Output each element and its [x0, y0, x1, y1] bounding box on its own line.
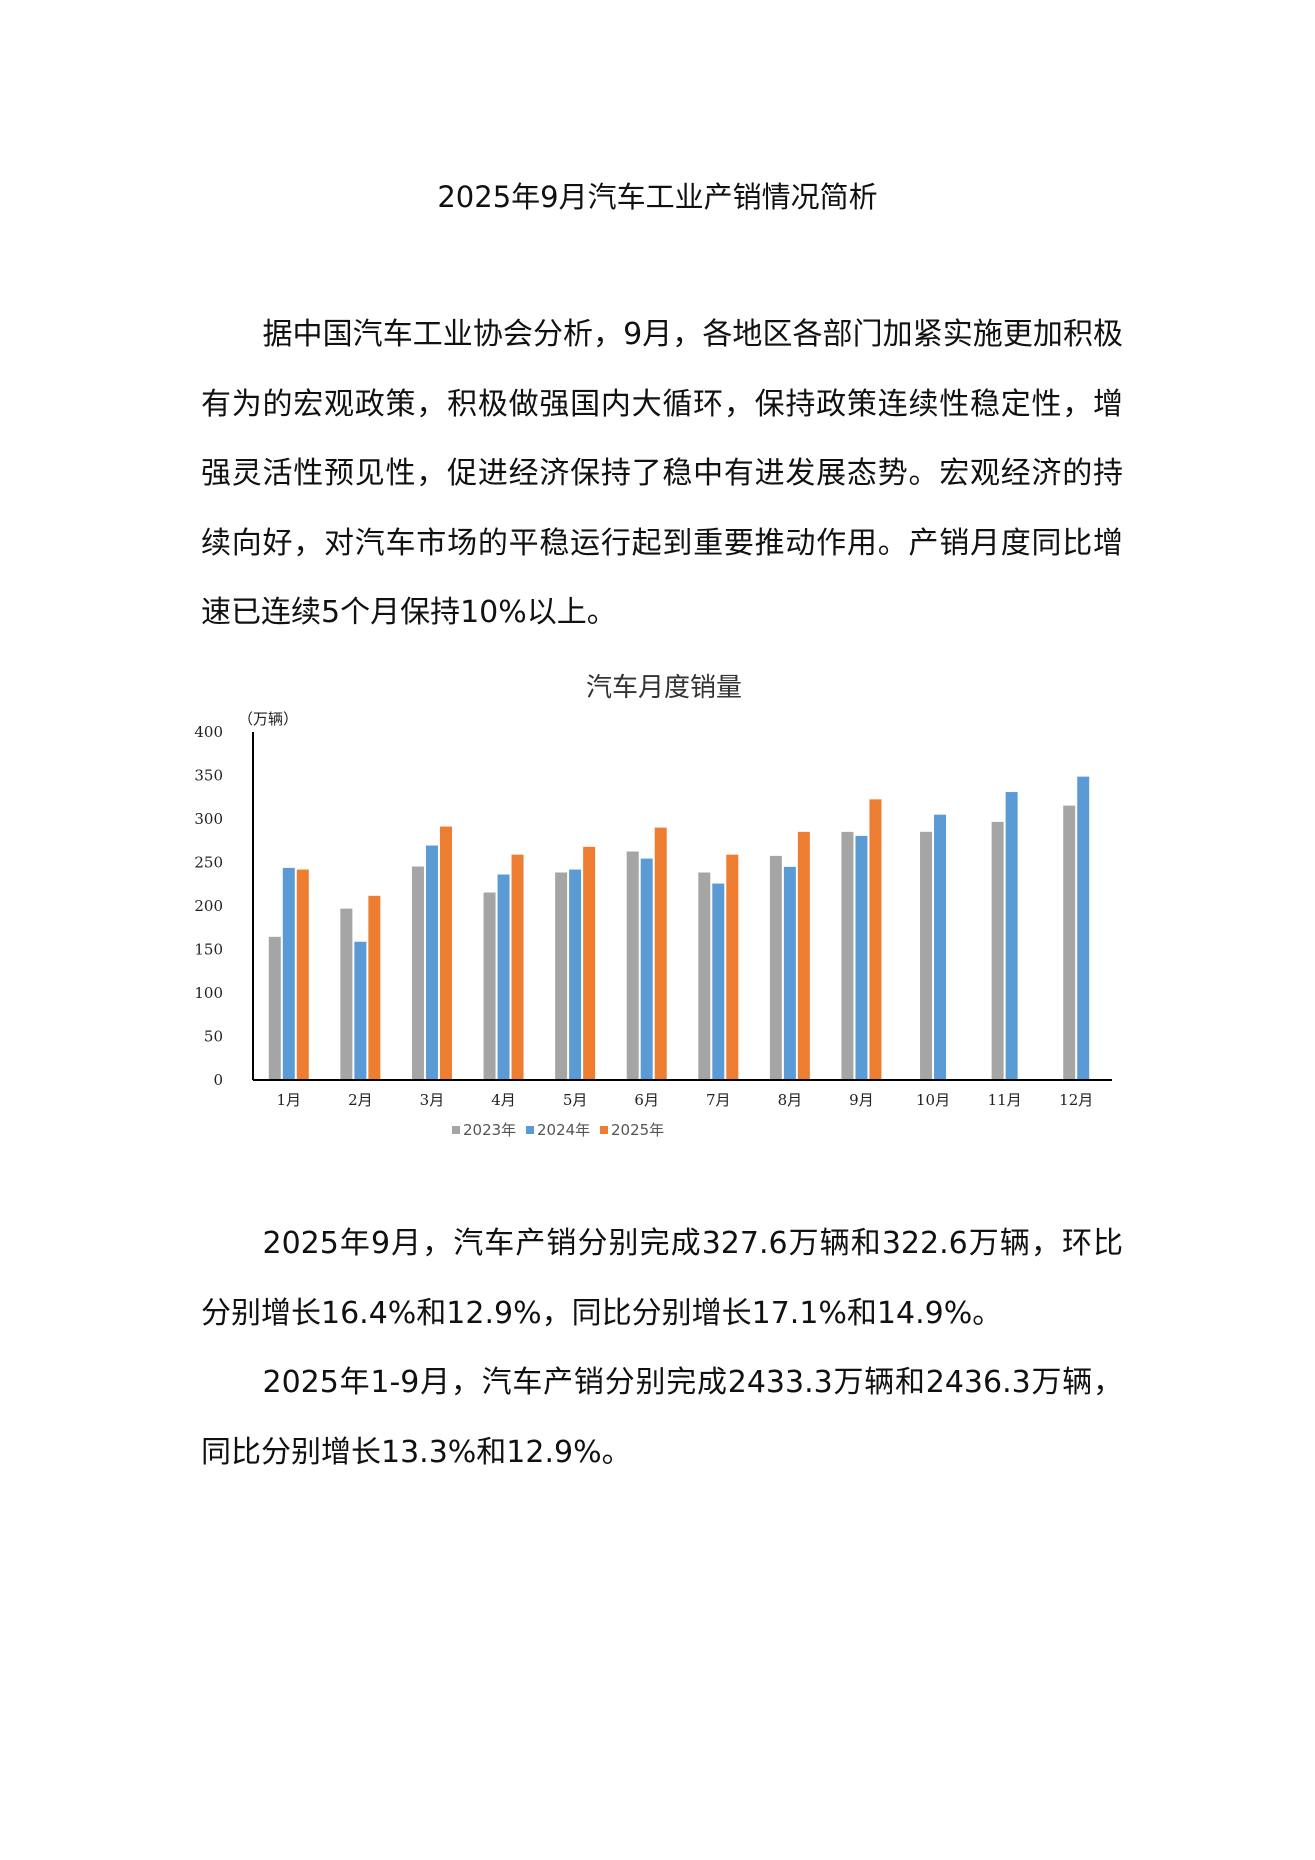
y-axis-unit-label: （万辆） [238, 710, 298, 728]
bar-2024年-1月 [282, 867, 295, 1080]
bar-2023年-12月 [1063, 805, 1076, 1080]
x-tick-label: 7月 [706, 1091, 731, 1109]
x-tick-label: 5月 [563, 1091, 588, 1109]
bar-2024年-7月 [712, 883, 725, 1080]
bar-2024年-3月 [425, 845, 438, 1080]
bar-2024年-8月 [783, 866, 796, 1080]
y-tick-label: 300 [194, 810, 223, 828]
bar-2024年-12月 [1077, 776, 1090, 1080]
x-tick-label: 8月 [778, 1091, 803, 1109]
bar-2025年-5月 [583, 846, 596, 1080]
bar-2025年-8月 [797, 831, 810, 1080]
bar-2025年-9月 [869, 799, 882, 1080]
bar-2023年-8月 [769, 855, 782, 1080]
legend-label: 2024年 [537, 1121, 590, 1139]
bar-2023年-9月 [841, 831, 854, 1080]
x-tick-label: 2月 [348, 1091, 373, 1109]
bar-2025年-6月 [654, 827, 667, 1080]
x-tick-label: 9月 [849, 1091, 874, 1109]
bar-2023年-7月 [698, 872, 711, 1080]
monthly-sales-chart: 汽车月度销量 （万辆） 0 50 100 150 200 250 300 350 400 1月 2… [194, 673, 1112, 1139]
bar-2023年-10月 [920, 831, 933, 1080]
legend-label: 2025年 [611, 1121, 664, 1139]
x-tick-label: 3月 [420, 1091, 445, 1109]
paragraph-intro: 据中国汽车工业协会分析，9月，各地区各部门加紧实施更加积极有为的宏观政策，积极做… [201, 317, 1123, 630]
x-tick-label: 12月 [1059, 1091, 1093, 1109]
bar-2023年-6月 [626, 851, 639, 1080]
document-title: 2025年9月汽车工业产销情况简析 [437, 180, 878, 214]
y-tick-label: 50 [204, 1028, 223, 1046]
bar-2024年-4月 [497, 874, 510, 1080]
bar-2023年-11月 [991, 821, 1004, 1080]
legend-swatch [600, 1126, 608, 1134]
y-tick-label: 150 [194, 941, 223, 959]
y-tick-label: 0 [213, 1071, 223, 1089]
bar-2023年-5月 [555, 872, 568, 1080]
y-tick-label: 250 [194, 854, 223, 872]
y-tick-label: 350 [194, 767, 223, 785]
chart-title: 汽车月度销量 [586, 673, 742, 703]
bar-2023年-4月 [483, 892, 496, 1080]
x-tick-label: 4月 [491, 1091, 516, 1109]
bar-2024年-11月 [1005, 792, 1018, 1080]
legend-swatch [526, 1126, 534, 1134]
legend-swatch [452, 1126, 460, 1134]
bar-2025年-1月 [296, 869, 309, 1080]
x-tick-label: 10月 [916, 1091, 950, 1109]
bar-2023年-2月 [340, 908, 353, 1080]
bar-2024年-5月 [569, 869, 582, 1080]
y-tick-label: 200 [194, 897, 223, 915]
bar-2025年-2月 [368, 895, 381, 1080]
bar-2023年-3月 [411, 866, 424, 1080]
bar-2024年-6月 [640, 858, 653, 1080]
y-tick-label: 400 [194, 723, 223, 741]
x-tick-label: 6月 [634, 1091, 659, 1109]
bar-2024年-9月 [855, 835, 868, 1080]
bar-2023年-1月 [268, 936, 281, 1080]
paragraph-september: 2025年9月，汽车产销分别完成327.6万辆和322.6万辆，环比分别增长16… [201, 1226, 1123, 1331]
bar-2025年-7月 [726, 854, 739, 1080]
legend-label: 2023年 [463, 1121, 516, 1139]
bar-2024年-2月 [354, 941, 367, 1080]
bar-2024年-10月 [934, 814, 947, 1080]
bar-2025年-4月 [511, 854, 524, 1080]
bar-2025年-3月 [439, 826, 452, 1080]
y-tick-label: 100 [194, 984, 223, 1002]
x-tick-label: 11月 [988, 1091, 1022, 1109]
paragraph-ytd: 2025年1-9月，汽车产销分别完成2433.3万辆和2436.3万辆，同比分别… [201, 1365, 1123, 1470]
x-tick-label: 1月 [277, 1091, 302, 1109]
